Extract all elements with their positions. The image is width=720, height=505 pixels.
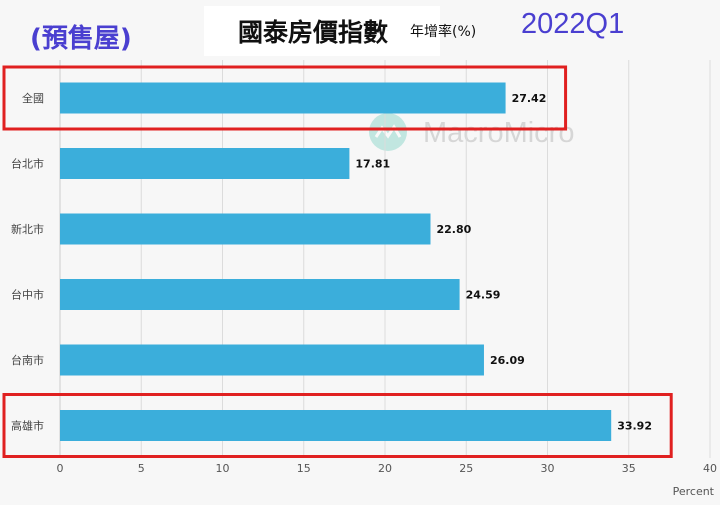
x-tick-label: 15 [297,462,311,475]
bar [60,82,506,114]
bar [60,344,484,376]
bar [60,279,460,310]
data-label: 33.92 [617,420,652,433]
highlight-box [2,393,673,458]
bar [60,410,612,441]
category-note: (預售屋) [30,24,132,54]
data-label: 17.81 [355,158,390,171]
data-label: 26.09 [490,354,525,367]
category-label: 台南市 [11,353,44,367]
x-tick-label: 10 [216,462,230,475]
x-tick-label: 5 [138,462,145,475]
period-label: 2022Q1 [521,8,625,40]
category-label: 台中市 [11,288,44,302]
category-label: 台北市 [11,157,44,171]
title-box [204,6,440,56]
data-label: 24.59 [466,289,501,302]
x-tick-label: 30 [541,462,555,475]
x-axis-title: Percent [673,485,715,498]
bar [60,213,431,245]
category-label: 高雄市 [11,419,44,433]
highlight-box [2,65,568,131]
chart-title: 國泰房價指數 [238,18,389,47]
watermark-text: MacroMicro [423,117,575,149]
data-label: 22.80 [437,223,472,236]
watermark: MacroMicro [368,112,598,154]
x-tick-label: 20 [378,462,392,475]
x-tick-label: 35 [622,462,636,475]
data-label: 27.42 [512,92,547,105]
bar [60,148,350,179]
x-tick-label: 40 [703,462,717,475]
chart-subtitle: 年增率(%) [410,24,477,40]
x-tick-label: 0 [57,462,64,475]
x-tick-label: 25 [459,462,473,475]
category-label: 全國 [22,91,44,105]
category-label: 新北市 [11,222,44,236]
